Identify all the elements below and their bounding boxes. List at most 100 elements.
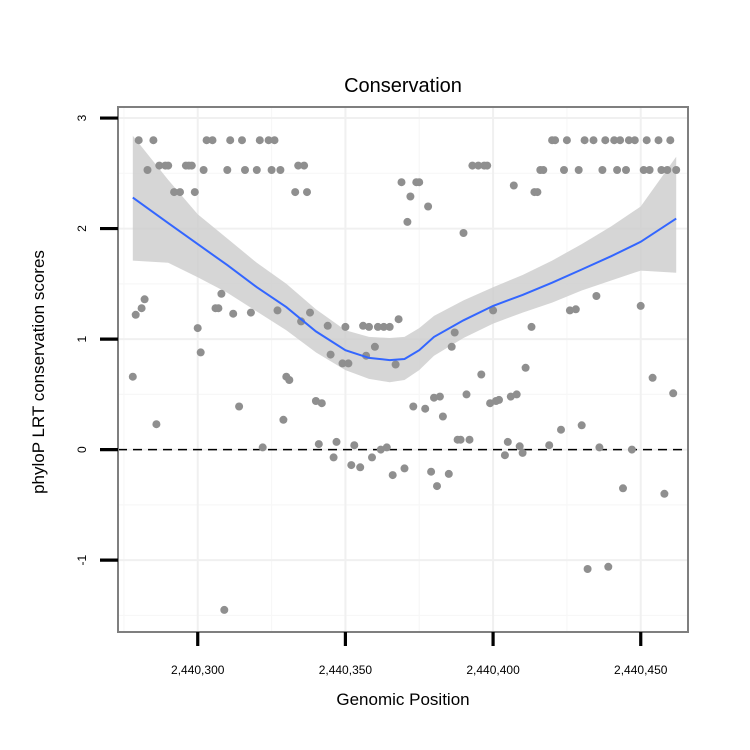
data-point <box>616 136 625 145</box>
data-point <box>202 136 211 145</box>
x-tick-label: 2,440,400 <box>466 663 520 677</box>
data-point <box>376 445 385 454</box>
data-point <box>143 166 152 174</box>
data-point <box>235 402 244 411</box>
data-point <box>648 373 657 382</box>
data-point <box>589 136 598 145</box>
data-point <box>164 161 173 170</box>
data-point <box>630 136 639 145</box>
data-point <box>279 415 288 424</box>
data-point <box>170 188 179 197</box>
data-point <box>539 166 548 174</box>
data-point <box>128 372 137 381</box>
data-point <box>660 489 669 498</box>
data-point <box>610 136 619 145</box>
data-point <box>500 451 509 460</box>
data-point <box>627 445 636 454</box>
x-tick-label: 2,440,300 <box>171 663 225 677</box>
data-point <box>430 393 438 402</box>
y-axis-ticks: -1 0 1 2 3 <box>75 114 118 565</box>
data-points <box>128 136 681 614</box>
data-point <box>199 166 208 174</box>
x-tick-label: 2,440,450 <box>614 663 668 677</box>
x-axis-ticks: 2,440,300 2,440,350 2,440,400 2,440,450 <box>171 632 668 677</box>
data-point <box>397 178 406 187</box>
grid-major <box>118 107 688 632</box>
data-point <box>406 192 415 201</box>
data-point <box>663 166 672 174</box>
data-point <box>456 435 465 444</box>
data-point <box>391 360 400 369</box>
data-point <box>258 443 267 452</box>
data-point <box>571 305 580 314</box>
data-point <box>394 315 403 324</box>
data-point <box>350 441 359 450</box>
data-point <box>365 322 373 331</box>
data-point <box>669 389 678 398</box>
data-point <box>229 309 238 318</box>
data-point <box>134 136 143 145</box>
data-point <box>379 322 388 331</box>
grid-minor <box>118 107 688 632</box>
data-point <box>604 562 613 571</box>
data-point <box>273 306 282 315</box>
data-point <box>672 166 681 174</box>
data-point <box>276 166 285 174</box>
data-point <box>601 136 610 145</box>
data-point <box>297 317 306 326</box>
data-point <box>294 161 303 170</box>
data-point <box>433 482 441 491</box>
data-point <box>400 464 409 473</box>
data-point <box>187 161 196 170</box>
data-point <box>223 166 232 174</box>
data-point <box>636 301 645 310</box>
data-point <box>583 565 592 573</box>
data-point <box>462 390 471 399</box>
y-tick-label: 3 <box>75 114 89 121</box>
data-point <box>409 402 418 411</box>
data-point <box>323 321 332 330</box>
y-tick-label: 1 <box>75 335 89 342</box>
data-point <box>140 295 149 304</box>
data-point <box>190 188 199 197</box>
data-point <box>131 310 140 319</box>
data-point <box>208 136 217 145</box>
data-point <box>624 136 633 145</box>
chart-title: Conservation <box>344 75 462 97</box>
data-point <box>285 376 294 384</box>
data-point <box>264 136 273 145</box>
data-point <box>560 166 568 174</box>
data-point <box>326 350 335 359</box>
data-point <box>459 229 468 237</box>
data-point <box>421 404 430 413</box>
data-point <box>370 342 379 351</box>
x-tick-label: 2,440,350 <box>319 663 373 677</box>
data-point <box>595 443 604 452</box>
data-point <box>509 181 518 190</box>
data-point <box>241 166 249 174</box>
data-point <box>246 308 255 317</box>
data-point <box>666 136 675 145</box>
data-point <box>565 306 574 315</box>
data-point <box>356 463 365 472</box>
data-point <box>619 484 627 493</box>
data-point <box>415 178 424 187</box>
data-point <box>220 605 229 614</box>
smooth-fit-line <box>132 196 677 362</box>
data-point <box>447 342 456 351</box>
data-point <box>515 442 524 451</box>
data-point <box>465 435 474 444</box>
data-point <box>427 467 436 476</box>
data-point <box>403 217 412 226</box>
data-point <box>152 420 161 429</box>
data-point <box>574 166 583 174</box>
data-point <box>329 453 338 462</box>
data-point <box>533 188 542 197</box>
data-point <box>267 166 276 174</box>
data-point <box>270 136 279 145</box>
data-point <box>580 136 589 145</box>
data-point <box>238 136 246 145</box>
data-point <box>155 161 164 170</box>
data-point <box>373 322 382 331</box>
data-point <box>562 136 571 145</box>
